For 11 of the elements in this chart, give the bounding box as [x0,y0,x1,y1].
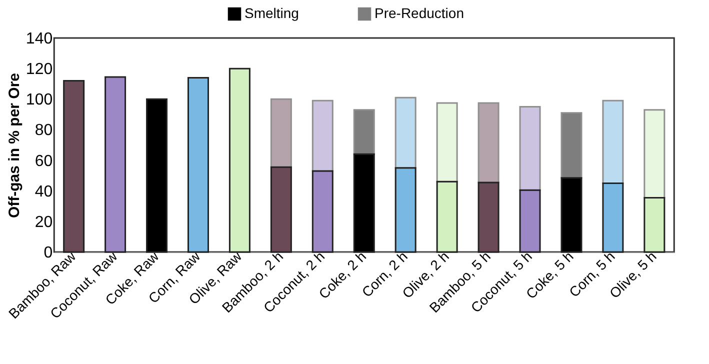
y-tick-label: 60 [34,152,53,170]
y-tick-label: 0 [44,244,53,262]
y-axis-title: Off-gas in % per Ore [6,72,23,218]
y-tick-label: 140 [26,30,53,48]
y-tick-label: 100 [26,92,53,109]
y-tick-label: 20 [34,214,53,231]
legend-label: Smelting [244,5,299,21]
legend-label: Pre-Reduction [374,5,464,21]
y-tick-label: 40 [34,183,53,200]
y-tick-label: 80 [34,122,53,140]
y-tick-label: 120 [26,61,53,78]
